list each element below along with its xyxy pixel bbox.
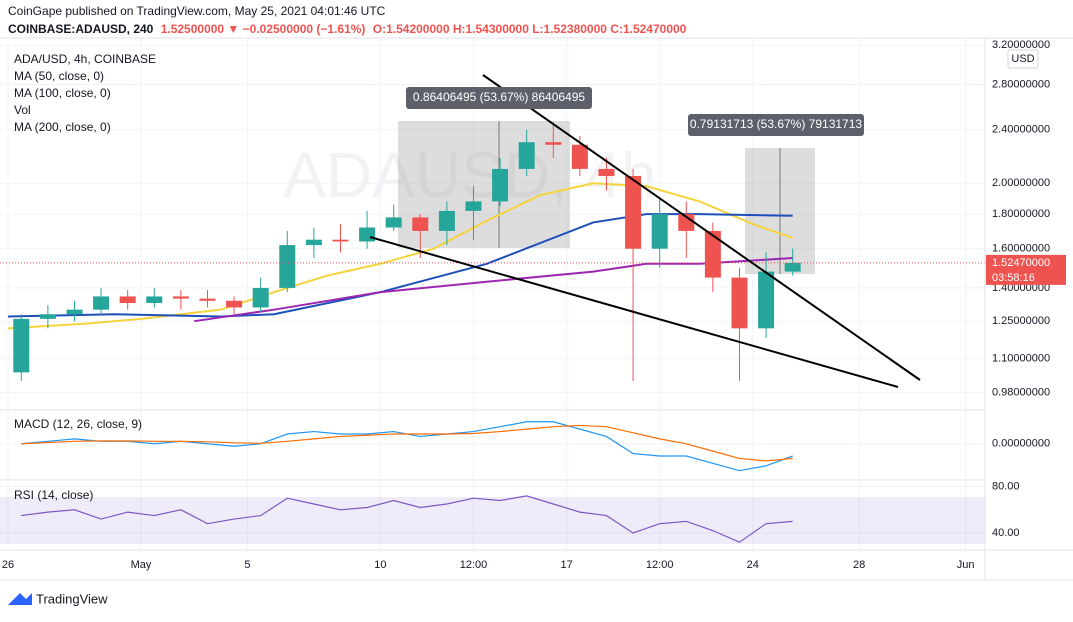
candle-body (758, 271, 775, 329)
y-tick-label: 2.80000000 (992, 78, 1050, 90)
candle-body (651, 214, 668, 249)
last-price-box (986, 254, 1066, 285)
candle-body (172, 296, 189, 299)
candle-body (13, 318, 30, 373)
rsi-title: RSI (14, close) (14, 488, 93, 502)
candle-body (492, 168, 509, 202)
candle-body (518, 142, 535, 169)
y-tick-label: 40.00 (992, 527, 1020, 539)
measure-label-box (688, 114, 864, 136)
legend-entry: MA (200, close, 0) (14, 120, 111, 134)
y-tick-label: 1.25000000 (992, 315, 1050, 327)
candle-body (146, 296, 163, 303)
last-price-label: 1.52470000 (992, 257, 1050, 269)
price-change: 1.52500000 ▼ −0.02500000 (−1.61%) (161, 22, 366, 36)
candle-body (678, 214, 695, 231)
y-tick-label: 0.98000000 (992, 387, 1050, 399)
indicator-line (21, 424, 793, 462)
symbol-line: COINBASE:ADAUSD, 240 1.52500000 ▼ −0.025… (8, 22, 687, 36)
indicator-line (21, 495, 793, 543)
measure-label: 0.86406495 (53.67%) 86406495 (413, 90, 585, 104)
candle-body (545, 142, 562, 145)
y-tick-label: 3.20000000 (992, 39, 1050, 51)
x-tick-label: 24 (747, 559, 759, 571)
candle-body (359, 227, 376, 242)
candle-body (226, 300, 243, 308)
candle-body (571, 144, 588, 169)
x-tick-label: 12:00 (460, 559, 488, 571)
candle-body (412, 217, 429, 231)
x-tick-label: 12:00 (646, 559, 674, 571)
moving-average (7, 213, 793, 318)
candle-body (279, 245, 296, 288)
y-tick-label: 1.10000000 (992, 353, 1050, 365)
moving-average (194, 257, 793, 323)
x-tick-label: 10 (374, 559, 386, 571)
x-tick-label: Jun (957, 559, 975, 571)
x-tick-label: 28 (853, 559, 865, 571)
candle-body (66, 309, 83, 315)
x-tick-label: May (131, 559, 152, 571)
candle-body (438, 210, 455, 231)
candle-body (731, 277, 748, 329)
countdown: 03:58:16 (992, 272, 1035, 284)
legend-entry: Vol (14, 103, 31, 117)
y-tick-label: 2.00000000 (992, 177, 1050, 189)
trend-line (482, 74, 921, 381)
footer-brand: TradingView (36, 591, 108, 606)
watermark: ADAUSD, 4h (283, 139, 656, 211)
rsi-band (0, 497, 985, 544)
candle-body (93, 296, 110, 310)
ohlc: O:1.54200000 H:1.54300000 L:1.52380000 C… (373, 22, 687, 36)
candle-body (119, 296, 136, 303)
candle-body (252, 287, 269, 308)
trend-line (369, 236, 899, 388)
y-tick-label: 0.00000000 (992, 438, 1050, 450)
candle-body (625, 175, 642, 249)
macd-title: MACD (12, 26, close, 9) (14, 417, 142, 431)
currency: USD (1011, 53, 1034, 65)
legend-entry: MA (100, close, 0) (14, 86, 111, 100)
y-tick-label: 80.00 (992, 481, 1020, 493)
y-tick-label: 1.60000000 (992, 243, 1050, 255)
currency-box (1007, 49, 1039, 69)
measure-label: 0.79131713 (53.67%) 79131713 (690, 117, 862, 131)
candle-body (199, 298, 216, 301)
candle-body (332, 239, 349, 242)
candle-body (704, 230, 721, 278)
legend-entry: MA (50, close, 0) (14, 69, 104, 83)
published-line: CoinGape published on TradingView.com, M… (8, 4, 386, 18)
candle-body (305, 239, 322, 246)
x-tick-label: 26 (2, 559, 14, 571)
candle-body (784, 262, 801, 272)
x-tick-label: 17 (560, 559, 572, 571)
candle-body (385, 217, 402, 228)
symbol: COINBASE:ADAUSD, 240 (8, 22, 154, 36)
candle-body (39, 314, 56, 319)
legend-title: ADA/USD, 4h, COINBASE (14, 52, 156, 66)
y-tick-label: 1.80000000 (992, 208, 1050, 220)
candle-body (598, 168, 615, 176)
y-tick-label: 2.40000000 (992, 124, 1050, 136)
measure-label-box (406, 87, 592, 109)
x-tick-label: 5 (244, 559, 250, 571)
tradingview-logo (8, 593, 32, 605)
candle-body (465, 201, 482, 211)
